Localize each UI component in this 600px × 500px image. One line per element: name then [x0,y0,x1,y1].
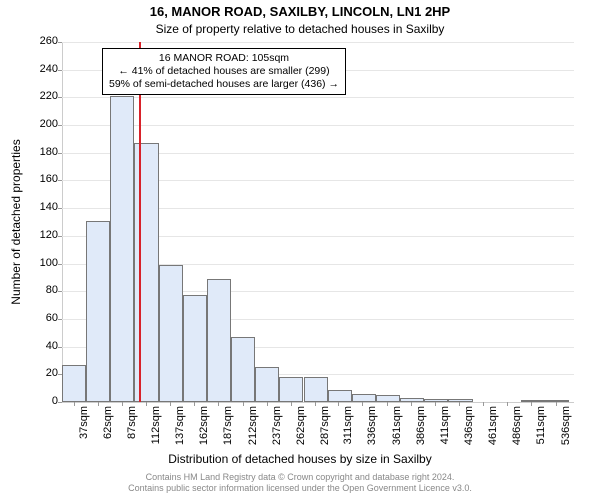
histogram-bar [86,221,110,402]
y-tick-label: 120 [8,229,58,241]
histogram-bar [352,394,376,402]
x-tick-mark [556,402,557,406]
footer-attribution: Contains HM Land Registry data © Crown c… [0,472,600,494]
x-tick-mark [98,402,99,406]
x-tick-mark [531,402,532,406]
x-tick-mark [411,402,412,406]
annotation-line-3: 59% of semi-detached houses are larger (… [109,78,339,91]
x-tick-mark [146,402,147,406]
y-tick-label: 220 [8,90,58,102]
y-tick-label: 140 [8,201,58,213]
property-marker-line [139,42,141,402]
histogram-bar [62,365,86,402]
y-tick-mark [58,153,62,154]
y-tick-label: 100 [8,257,58,269]
y-tick-mark [58,291,62,292]
y-tick-mark [58,374,62,375]
x-tick-mark [218,402,219,406]
y-tick-mark [58,208,62,209]
x-tick-mark [507,402,508,406]
y-tick-label: 240 [8,63,58,75]
y-tick-label: 200 [8,118,58,130]
x-tick-mark [483,402,484,406]
histogram-bar [304,377,328,402]
y-axis-title: Number of detached properties [9,139,23,304]
x-tick-mark [435,402,436,406]
y-tick-mark [58,402,62,403]
histogram-bar [110,96,134,402]
x-tick-mark [74,402,75,406]
histogram-bar [134,143,158,402]
y-tick-label: 60 [8,312,58,324]
plot-area [62,42,574,402]
histogram-bar [207,279,231,402]
annotation-callout: 16 MANOR ROAD: 105sqm ← 41% of detached … [102,48,346,95]
histogram-bar [376,395,400,402]
x-tick-mark [459,402,460,406]
y-tick-label: 160 [8,173,58,185]
y-tick-label: 0 [8,395,58,407]
chart-title-address: 16, MANOR ROAD, SAXILBY, LINCOLN, LN1 2H… [0,4,600,19]
x-tick-mark [122,402,123,406]
y-tick-label: 180 [8,146,58,158]
annotation-line-2: ← 41% of detached houses are smaller (29… [109,65,339,78]
histogram-bar [159,265,183,402]
x-tick-mark [243,402,244,406]
y-tick-mark [58,347,62,348]
y-tick-mark [58,236,62,237]
y-tick-label: 260 [8,35,58,47]
y-tick-mark [58,97,62,98]
y-tick-label: 80 [8,284,58,296]
y-tick-label: 20 [8,367,58,379]
x-tick-mark [387,402,388,406]
chart-subtitle: Size of property relative to detached ho… [0,22,600,36]
histogram-bar [231,337,255,402]
x-tick-mark [170,402,171,406]
y-tick-mark [58,42,62,43]
x-tick-mark [291,402,292,406]
annotation-line-1: 16 MANOR ROAD: 105sqm [109,52,339,65]
property-size-chart: 16, MANOR ROAD, SAXILBY, LINCOLN, LN1 2H… [0,0,600,500]
footer-line-1: Contains HM Land Registry data © Crown c… [0,472,600,483]
x-tick-mark [338,402,339,406]
y-tick-label: 40 [8,340,58,352]
x-tick-mark [362,402,363,406]
x-axis-line [62,402,574,403]
histogram-bar [183,295,207,402]
y-tick-mark [58,70,62,71]
y-tick-mark [58,125,62,126]
y-tick-mark [58,264,62,265]
y-tick-mark [58,180,62,181]
y-tick-mark [58,319,62,320]
footer-line-2: Contains public sector information licen… [0,483,600,494]
x-tick-mark [315,402,316,406]
x-tick-mark [194,402,195,406]
histogram-bar [328,390,352,402]
histogram-bar [255,367,279,402]
x-axis-title: Distribution of detached houses by size … [0,452,600,466]
histogram-bar [279,377,303,402]
x-tick-mark [267,402,268,406]
